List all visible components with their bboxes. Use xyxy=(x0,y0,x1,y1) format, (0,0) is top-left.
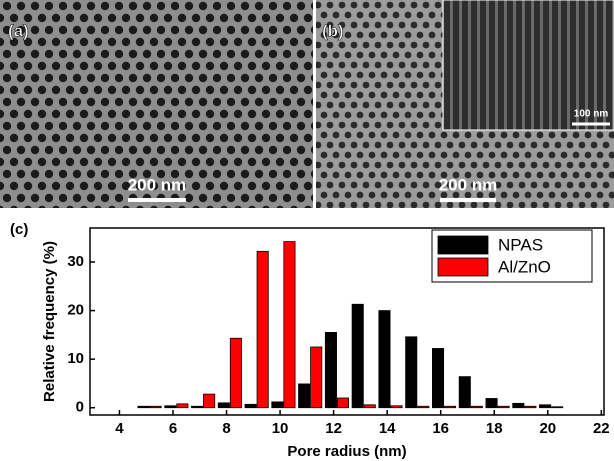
bar xyxy=(470,405,483,409)
legend-label: NPAS xyxy=(498,235,543,254)
bar xyxy=(431,348,445,409)
x-tick-label: 6 xyxy=(169,420,177,437)
x-axis-label: Pore radius (nm) xyxy=(287,443,406,460)
x-tick-label: 16 xyxy=(432,420,449,437)
plot-frame xyxy=(89,227,605,416)
bar xyxy=(512,402,525,409)
bar xyxy=(149,405,162,409)
bar xyxy=(485,398,498,409)
bar xyxy=(229,337,242,409)
bar xyxy=(176,403,189,409)
bar xyxy=(551,406,564,409)
legend-label: Al/ZnO xyxy=(498,257,551,276)
bar xyxy=(271,401,284,409)
x-tick-label: 4 xyxy=(115,420,124,437)
chart: 0 10 20 30 4 6 8 10 12 14 16 18 20 22 Pore radius (nm)… xyxy=(41,227,610,460)
bar xyxy=(217,402,230,409)
panel-label: (a) xyxy=(8,21,29,40)
y-tick-label: 10 xyxy=(67,350,84,367)
y-tick-label: 20 xyxy=(67,302,84,319)
x-tick-label: 8 xyxy=(222,420,230,437)
bar xyxy=(378,310,391,409)
bar xyxy=(324,332,337,409)
bar xyxy=(539,404,552,409)
bar xyxy=(191,405,204,409)
bar xyxy=(244,403,257,409)
scale-bar-label: 200 nm xyxy=(439,175,498,194)
sem-image-a xyxy=(0,0,313,208)
x-tick-label: 10 xyxy=(272,420,289,437)
bar xyxy=(137,405,150,409)
x-tick-label: 18 xyxy=(486,420,503,437)
bar xyxy=(444,405,457,409)
scale-bar-label: 100 nm xyxy=(574,109,609,120)
y-axis-label: Relative frequency (%) xyxy=(41,241,58,402)
panel-label: (b) xyxy=(322,21,344,40)
legend-swatch xyxy=(437,235,489,255)
bar xyxy=(458,376,471,409)
inset-image xyxy=(442,0,614,131)
bar xyxy=(256,250,269,409)
bar xyxy=(417,405,430,409)
bar xyxy=(351,303,364,409)
bar xyxy=(310,346,323,409)
bar xyxy=(390,405,403,409)
scale-bar-label: 200 nm xyxy=(128,175,187,194)
bar xyxy=(298,383,311,409)
panel-label: (c) xyxy=(10,221,28,238)
x-tick-label: 14 xyxy=(379,420,396,437)
x-tick-label: 12 xyxy=(325,420,342,437)
x-tick-label: 20 xyxy=(539,420,556,437)
bar xyxy=(524,405,537,409)
legend-swatch xyxy=(437,257,489,277)
bar xyxy=(203,393,216,409)
bar xyxy=(336,397,350,409)
bar xyxy=(164,405,177,409)
bar xyxy=(405,336,418,409)
x-tick-label: 22 xyxy=(593,420,610,437)
y-tick-label: 0 xyxy=(76,399,84,416)
bar xyxy=(363,404,376,409)
y-tick-label: 30 xyxy=(67,253,84,270)
bar xyxy=(283,241,296,409)
bar xyxy=(497,405,510,409)
